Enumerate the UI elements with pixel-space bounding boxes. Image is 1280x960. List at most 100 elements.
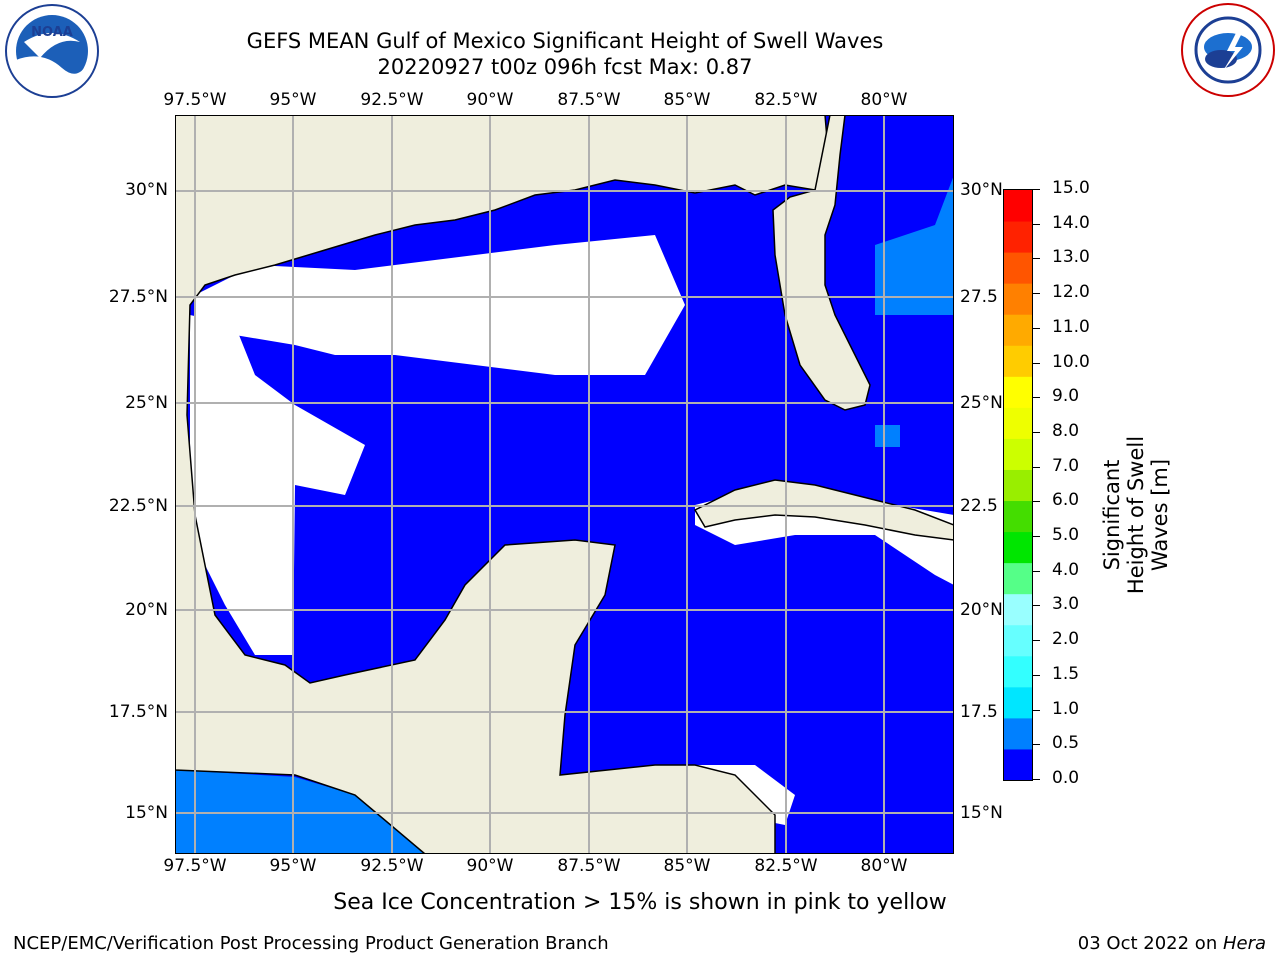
lat-tick-left: 27.5°N <box>108 287 168 307</box>
near-zero-region <box>195 235 685 375</box>
colorbar-tick-label: 10.0 <box>1052 351 1090 372</box>
colorbar-tick-label: 2.0 <box>1052 629 1080 650</box>
colorbar-tick-label: 5.0 <box>1052 525 1080 546</box>
colorbar-tick-label: 9.0 <box>1052 386 1080 407</box>
colorbar-segment <box>1004 624 1032 657</box>
sea-ice-note: Sea Ice Concentration > 15% is shown in … <box>333 890 947 915</box>
colorbar-tick <box>1032 640 1040 642</box>
colorbar-segment <box>1004 252 1032 284</box>
chart-title: GEFS MEAN Gulf of Mexico Significant Hei… <box>246 29 884 53</box>
graticule <box>175 115 954 854</box>
lon-tick-top: 95°W <box>269 90 317 110</box>
colorbar-tick-label: 12.0 <box>1052 282 1090 303</box>
colorbar-segment <box>1004 221 1032 253</box>
lon-tick-top: 97.5°W <box>163 90 227 110</box>
lat-tick-right: 27.5 <box>960 287 998 307</box>
lon-tick-top: 80°W <box>860 90 908 110</box>
colorbar-tick-label: 15.0 <box>1052 178 1090 198</box>
colorbar-segment <box>1004 345 1032 377</box>
lat-tick-right: 22.5 <box>960 496 998 516</box>
lon-tick-top: 85°W <box>663 90 711 110</box>
colorbar-segment <box>1004 500 1032 533</box>
colorbar-tick <box>1032 189 1040 190</box>
colorbar-title: Significant Height of Swell Waves [m] <box>1100 435 1172 595</box>
colorbar-tick <box>1032 223 1040 225</box>
colorbar-segment <box>1004 314 1032 346</box>
colorbar-tick-label: 13.0 <box>1052 247 1090 268</box>
colorbar-tick <box>1032 779 1040 780</box>
noaa-logo: NOAA <box>5 4 99 98</box>
footer-host: Hera <box>1222 933 1266 954</box>
lon-tick-top: 90°W <box>466 90 514 110</box>
colorbar-tick <box>1032 536 1040 538</box>
colorbar-tick-label: 0.5 <box>1052 733 1080 754</box>
colorbar-tick <box>1032 605 1040 607</box>
colorbar-tick-label: 0.0 <box>1052 768 1080 788</box>
colorbar-tick <box>1032 293 1040 295</box>
colorbar-tick-label: 1.5 <box>1052 663 1080 684</box>
colorbar-tick <box>1032 709 1040 711</box>
lat-tick-right: 17.5 <box>960 702 998 722</box>
colorbar-segment <box>1004 686 1032 719</box>
colorbar-tick <box>1032 744 1040 746</box>
colorbar-tick-label: 11.0 <box>1052 316 1090 337</box>
colorbar-segment <box>1004 469 1032 502</box>
colorbar-tick-label: 6.0 <box>1052 490 1080 511</box>
lat-tick-right: 30°N <box>960 180 1003 200</box>
footer-right: 03 Oct 2022 on Hera <box>1078 933 1266 954</box>
lat-tick-left: 17.5°N <box>108 702 168 722</box>
lon-tick-bottom: 80°W <box>860 856 908 876</box>
land-cuba <box>693 479 954 541</box>
colorbar-tick-label: 8.0 <box>1052 420 1080 441</box>
colorbar-segment <box>1004 438 1032 470</box>
colorbar-tick <box>1032 570 1040 572</box>
colorbar-tick <box>1032 258 1040 260</box>
land-mexico-us <box>175 115 831 854</box>
colorbar-segment <box>1004 717 1032 750</box>
lat-tick-left: 15°N <box>125 803 168 823</box>
noaa-wordmark: NOAA <box>31 25 73 40</box>
swell-patch-0.5-1.0 <box>875 425 900 447</box>
colorbar-segment <box>1004 190 1032 222</box>
lon-tick-bottom: 92.5°W <box>360 856 424 876</box>
colorbar-segment <box>1004 376 1032 408</box>
colorbar-tick <box>1032 397 1040 399</box>
lon-tick-top: 92.5°W <box>360 90 424 110</box>
land-florida <box>772 115 871 411</box>
colorbar-tick <box>1032 362 1040 364</box>
lon-tick-bottom: 87.5°W <box>557 856 621 876</box>
colorbar-tick <box>1032 466 1040 468</box>
lat-tick-left: 25°N <box>125 393 168 413</box>
colorbar-segment <box>1004 655 1032 688</box>
chart-subtitle: 20220927 t00z 096h fcst Max: 0.87 <box>377 55 753 79</box>
colorbar-segment <box>1004 748 1032 780</box>
colorbar-tick <box>1032 674 1040 676</box>
footer-left: NCEP/EMC/Verification Post Processing Pr… <box>13 933 609 954</box>
lon-tick-top: 87.5°W <box>557 90 621 110</box>
colorbar-segment <box>1004 283 1032 315</box>
colorbar-tick <box>1032 501 1040 503</box>
footer-on: on <box>1189 933 1223 954</box>
lat-tick-right: 25°N <box>960 393 1003 413</box>
swell-patch-0.5-1.0 <box>875 175 954 315</box>
lon-tick-bottom: 95°W <box>269 856 317 876</box>
colorbar-tick <box>1032 431 1040 433</box>
lat-tick-left: 20°N <box>125 600 168 620</box>
lat-tick-left: 22.5°N <box>108 496 168 516</box>
colorbar-tick-label: 4.0 <box>1052 559 1080 580</box>
colorbar-tick-label: 1.0 <box>1052 698 1080 719</box>
nws-logo <box>1181 3 1275 97</box>
lat-tick-left: 30°N <box>125 180 168 200</box>
lon-tick-bottom: 82.5°W <box>754 856 818 876</box>
colorbar-segment <box>1004 531 1032 564</box>
colorbar-tick-label: 14.0 <box>1052 212 1090 233</box>
colorbar-segment <box>1004 407 1032 439</box>
lon-tick-bottom: 97.5°W <box>163 856 227 876</box>
colorbar-tick-label: 3.0 <box>1052 594 1080 615</box>
colorbar <box>1003 189 1033 781</box>
lat-tick-right: 20°N <box>960 600 1003 620</box>
colorbar-segment <box>1004 562 1032 595</box>
footer-date: 03 Oct 2022 <box>1077 933 1190 954</box>
lon-tick-top: 82.5°W <box>754 90 818 110</box>
colorbar-tick-label: 7.0 <box>1052 455 1080 476</box>
